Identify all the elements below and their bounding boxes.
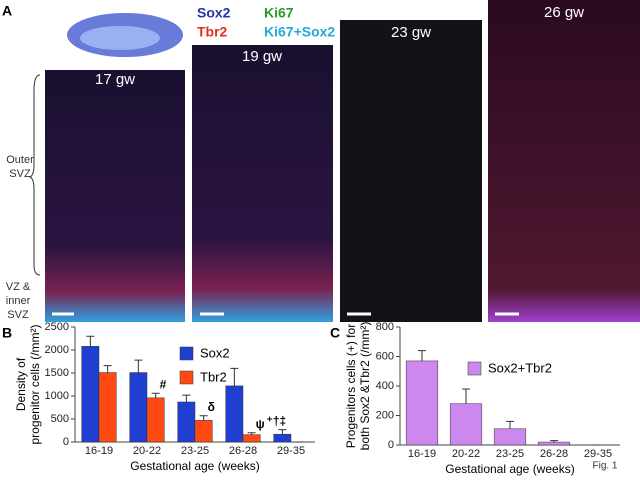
error-bar [134, 359, 143, 373]
region-label: inner [6, 295, 31, 307]
x-tick-label: 26-28 [540, 448, 568, 460]
micrograph [192, 45, 333, 322]
stain-label: Ki67 [264, 5, 294, 21]
micrograph [45, 70, 185, 322]
y-tick-label: 400 [376, 380, 394, 392]
bar [242, 434, 261, 443]
x-tick-label: 26-28 [229, 445, 257, 457]
image-label: 19 gw [242, 48, 282, 65]
bar [194, 420, 213, 443]
y-tick-label: 600 [376, 350, 394, 362]
legend-label: Sox2+Tbr2 [488, 360, 552, 375]
bar [177, 401, 196, 443]
legend-swatch [179, 346, 194, 361]
brain-section-inner [80, 26, 160, 50]
bar [129, 372, 148, 443]
brace [28, 74, 41, 276]
error-bar [230, 367, 239, 386]
x-tick-label: 23-25 [496, 448, 524, 460]
y-tick-label: 2000 [45, 344, 69, 356]
bar [81, 346, 100, 443]
bar [146, 397, 165, 443]
error-bar [199, 415, 208, 421]
y-tick-label: 200 [376, 409, 394, 421]
x-tick-label: 29-35 [584, 448, 612, 460]
legend-label: Tbr2 [200, 369, 227, 384]
error-bar [247, 432, 256, 435]
error-bar [278, 429, 287, 435]
bar [493, 428, 527, 446]
y-tick-label: 1000 [45, 390, 69, 402]
y-tick-label: 500 [51, 413, 69, 425]
micrograph [488, 0, 640, 322]
image-label: 26 gw [544, 4, 584, 21]
error-bar [418, 350, 426, 361]
annotation: # [160, 377, 167, 391]
image-label: 23 gw [391, 24, 431, 41]
x-axis-label: Gestational age (weeks) [445, 462, 574, 476]
error-bar [550, 440, 558, 443]
x-axis-label: Gestational age (weeks) [130, 459, 259, 473]
x-tick-label: 16-19 [408, 448, 436, 460]
stain-label: Ki67+Sox2 [264, 24, 335, 40]
y-tick-label: 0 [388, 439, 394, 451]
bar [449, 403, 483, 446]
error-bar [86, 335, 95, 347]
legend-label: Sox2 [200, 345, 230, 360]
panel-label: B [2, 325, 12, 341]
error-bar [182, 394, 191, 402]
annotation: ψ [256, 417, 265, 431]
y-tick-label: 1500 [45, 367, 69, 379]
x-tick-label: 20-22 [452, 448, 480, 460]
stain-label: Tbr2 [197, 24, 228, 40]
panel-label: A [2, 3, 12, 19]
bar [405, 360, 439, 446]
y-tick-label: 0 [63, 436, 69, 448]
error-bar [462, 388, 470, 404]
region-label: SVZ [7, 309, 29, 321]
micrograph [340, 20, 482, 322]
figure-label: Fig. 1 [592, 461, 617, 472]
image-label: 17 gw [95, 71, 135, 88]
x-tick-label: 23-25 [181, 445, 209, 457]
region-label: SVZ [9, 168, 31, 180]
region-label: Outer [6, 154, 34, 166]
x-tick-label: 16-19 [85, 445, 113, 457]
region-label: VZ & [6, 281, 31, 293]
panel-label: C [330, 325, 340, 341]
bar [537, 441, 571, 446]
bar [273, 433, 292, 443]
bar [225, 385, 244, 443]
y-tick-label: 2500 [45, 321, 69, 333]
legend-swatch [467, 361, 482, 376]
error-bar [103, 365, 112, 373]
x-tick-label: 29-35 [277, 445, 305, 457]
legend-swatch [179, 370, 194, 385]
y-axis-label: both Sox2 &Tbr2 (/mm²) [358, 322, 372, 451]
y-axis-label: Density of [14, 357, 28, 411]
stain-label: Sox2 [197, 5, 231, 21]
annotation: δ [208, 400, 215, 414]
y-axis-label: progenitor cells (/mm²) [28, 324, 42, 444]
y-axis-label: Progenitors cells (+) for [344, 324, 358, 448]
x-tick-label: 20-22 [133, 445, 161, 457]
bar [98, 372, 117, 443]
annotation: ⁺†‡ [267, 414, 287, 428]
error-bar [506, 420, 514, 429]
error-bar [151, 392, 160, 398]
y-tick-label: 800 [376, 321, 394, 333]
